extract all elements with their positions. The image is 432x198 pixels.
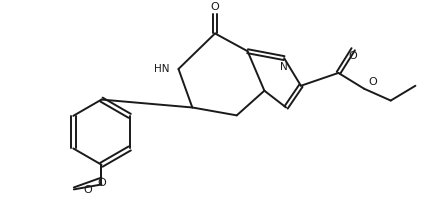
Text: O: O [97, 178, 106, 188]
Text: HN: HN [154, 64, 170, 74]
Text: N: N [280, 62, 288, 72]
Text: O: O [83, 185, 92, 195]
Text: O: O [368, 77, 377, 87]
Text: O: O [211, 2, 219, 12]
Text: O: O [349, 51, 358, 61]
